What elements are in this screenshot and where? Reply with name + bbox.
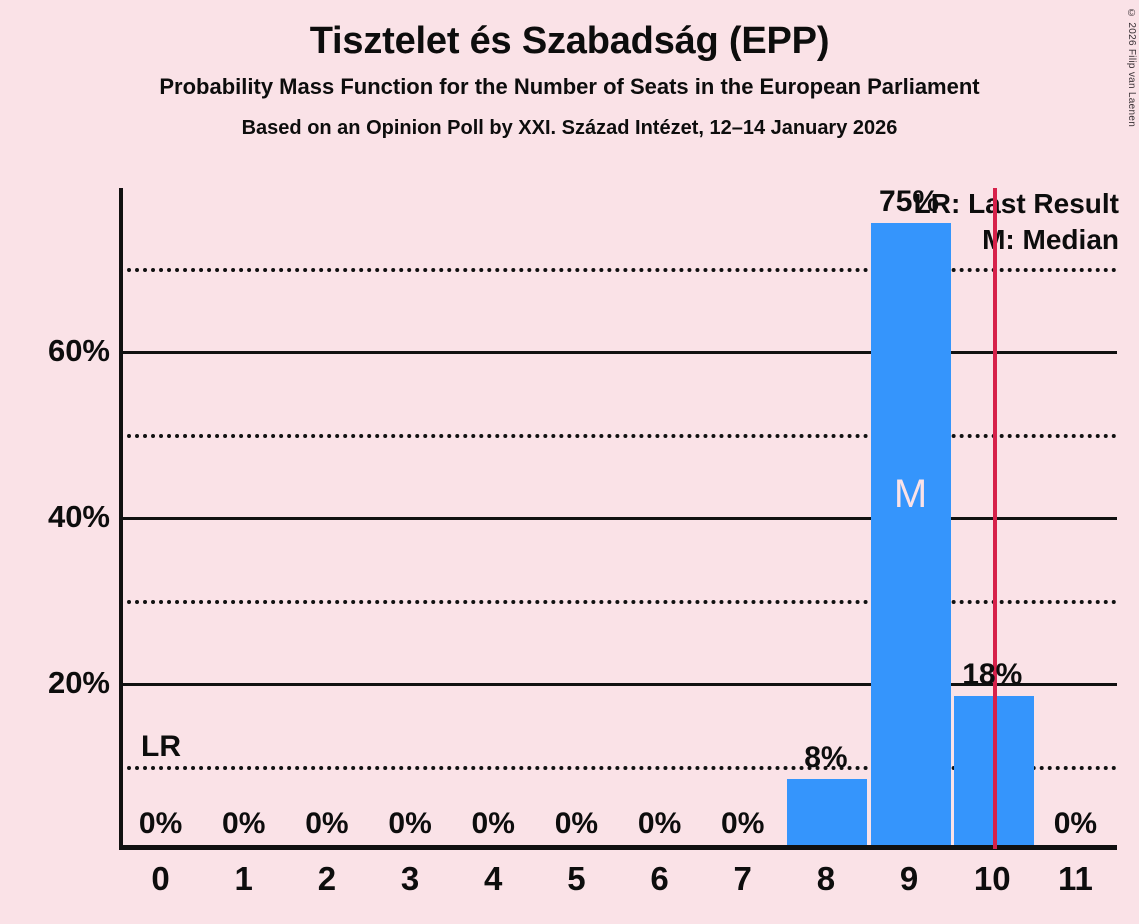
gridline-10: [119, 766, 1117, 770]
title-block: Tisztelet és Szabadság (EPP) Probability…: [0, 0, 1139, 140]
y-tick-40: 40%: [47, 499, 110, 534]
value-label-10: 18%: [962, 657, 1023, 691]
x-axis-tick-labels: 0 1 2 3 4 5 6 7 8 9 10 11: [119, 862, 1117, 912]
gridline-20: [119, 683, 1117, 686]
gridline-30: [119, 600, 1117, 604]
x-tick-7: 7: [733, 860, 752, 897]
value-label-7: 0%: [721, 807, 765, 840]
gridline-40: [119, 517, 1117, 520]
value-label-2: 0%: [305, 807, 349, 840]
y-tick-20: 20%: [47, 665, 110, 700]
value-label-9: 75%: [879, 184, 940, 218]
chart-subtitle: Probability Mass Function for the Number…: [159, 73, 980, 99]
value-label-0: 0%: [138, 807, 183, 840]
x-tick-5: 5: [567, 860, 586, 897]
value-label-4: 0%: [471, 807, 515, 840]
legend: LR: Last Result M: Median: [914, 186, 1119, 258]
bar-9: M: [870, 222, 951, 845]
bar-8: [787, 778, 868, 845]
value-label-11: 0%: [1053, 807, 1098, 840]
value-label-8: 8%: [804, 740, 848, 774]
x-tick-11: 11: [1057, 860, 1093, 897]
copyright-notice: © 2026 Filip van Laenen: [1126, 8, 1137, 128]
x-tick-2: 2: [317, 860, 337, 897]
median-marker: M: [893, 471, 928, 516]
value-label-1: 0%: [222, 807, 266, 840]
gridline-60: [119, 351, 1117, 354]
y-tick-60: 60%: [47, 333, 110, 368]
value-label-5: 0%: [554, 807, 599, 840]
x-tick-10: 10: [973, 860, 1011, 897]
x-tick-0: 0: [151, 860, 170, 897]
median-vertical-line: [993, 188, 998, 849]
last-result-marker: LR: [141, 730, 181, 763]
x-tick-8: 8: [816, 860, 836, 897]
value-label-6: 0%: [637, 807, 682, 840]
gridline-50: [119, 434, 1117, 438]
plot-area: M 0% 0% 0% 0% 0% 0% 0% 0% 8% 75% 18% 0% LR: [119, 184, 1117, 850]
x-tick-6: 6: [650, 860, 669, 897]
x-tick-1: 1: [234, 860, 253, 897]
legend-item-median: M: Median: [982, 223, 1119, 255]
gridline-70: [119, 268, 1117, 272]
chart-source-note: Based on an Opinion Poll by XXI. Század …: [241, 117, 898, 140]
x-axis-line: [119, 845, 1117, 850]
y-axis-tick-labels: 20% 40% 60%: [0, 188, 110, 849]
x-tick-3: 3: [400, 860, 420, 897]
x-tick-4: 4: [484, 860, 503, 897]
x-tick-9: 9: [899, 860, 919, 897]
legend-item-last-result: LR: Last Result: [913, 188, 1119, 219]
value-label-3: 0%: [388, 807, 432, 840]
page-title: Tisztelet és Szabadság (EPP): [309, 20, 830, 62]
